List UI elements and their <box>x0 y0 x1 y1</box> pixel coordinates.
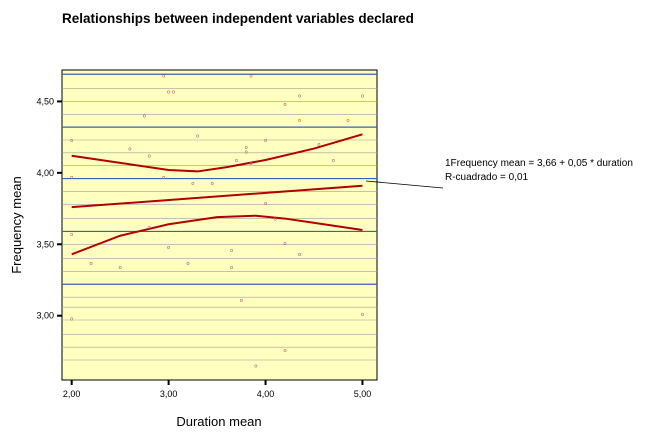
data-point: º <box>162 175 165 184</box>
data-point: º <box>264 200 267 209</box>
chart-title: Relationships between independent variab… <box>62 11 414 26</box>
ci-lower-curve <box>71 214 363 256</box>
data-point: º <box>235 157 238 166</box>
grid-lines <box>62 73 377 361</box>
data-point: º <box>191 180 194 189</box>
x-axis-label: Duration mean <box>176 414 261 429</box>
data-point: º <box>187 260 190 269</box>
annotation-r-squared: R-cuadrado = 0,01 <box>445 172 529 183</box>
data-point: º <box>172 89 175 98</box>
y-tick-label: 3,00 <box>36 311 54 321</box>
data-point: º <box>162 73 165 82</box>
data-point: º <box>167 89 170 98</box>
data-point: º <box>264 137 267 146</box>
x-tick-label: 5,00 <box>354 389 372 399</box>
x-tick-label: 2,00 <box>63 389 81 399</box>
data-point: º <box>90 260 93 269</box>
data-point: º <box>298 252 301 261</box>
data-point: º <box>250 160 253 169</box>
annotation-leader-line <box>365 180 444 189</box>
data-point: º <box>283 102 286 111</box>
y-tick-label: 4,50 <box>36 96 54 106</box>
y-tick-label: 3,50 <box>36 239 54 249</box>
data-point: º <box>230 265 233 274</box>
data-point: º <box>167 245 170 254</box>
data-point: º <box>119 265 122 274</box>
data-point: º <box>148 225 151 234</box>
y-axis-label: Frequency mean <box>9 176 24 274</box>
axis-ticks: 2,00 3,00 4,00 5,00 3,00 3,50 4,00 4,50 <box>36 96 371 399</box>
data-point: º <box>196 133 199 142</box>
x-tick-label: 4,00 <box>257 389 275 399</box>
data-point: º <box>240 297 243 306</box>
data-point: º <box>346 117 349 126</box>
data-point: º <box>298 117 301 126</box>
data-point: º <box>317 142 320 151</box>
data-point: º <box>274 216 277 225</box>
ci-upper-curve <box>71 133 363 173</box>
fit-line <box>71 184 363 209</box>
data-point: º <box>128 146 131 155</box>
y-tick-label: 4,00 <box>36 168 54 178</box>
data-point: º <box>245 149 248 158</box>
confidence-bands <box>71 133 363 256</box>
data-point: º <box>250 73 253 82</box>
data-point: º <box>332 157 335 166</box>
data-point: º <box>361 93 364 102</box>
annotation-equation: 1Frequency mean = 3,66 + 0,05 * duration <box>445 158 633 169</box>
data-point: º <box>230 247 233 256</box>
data-point: º <box>298 93 301 102</box>
data-point: º <box>361 312 364 321</box>
fit-line-group <box>71 184 363 209</box>
data-point: º <box>254 363 257 372</box>
x-tick-label: 3,00 <box>160 389 178 399</box>
data-point: º <box>70 316 73 325</box>
data-point: º <box>70 137 73 146</box>
data-point: º <box>143 113 146 122</box>
data-point: º <box>211 180 214 189</box>
data-point: º <box>148 153 151 162</box>
data-point: º <box>283 347 286 356</box>
data-point: º <box>70 232 73 241</box>
data-point: º <box>283 240 286 249</box>
data-point: º <box>245 145 248 154</box>
data-point: º <box>70 175 73 184</box>
